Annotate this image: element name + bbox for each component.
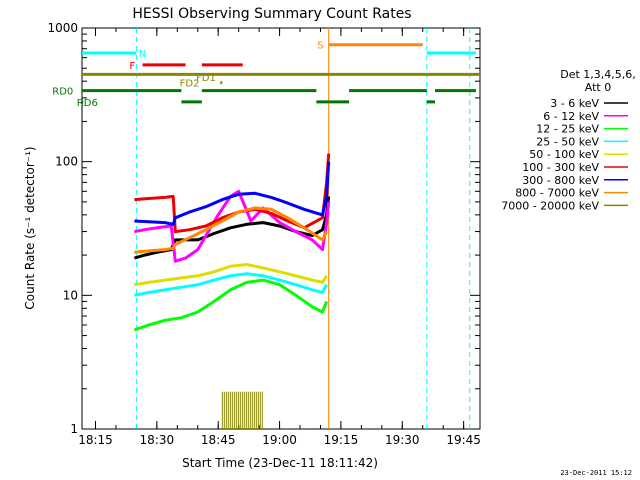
series-line-6 (134, 161, 331, 226)
chart-title: HESSI Observing Summary Count Rates (132, 6, 411, 22)
flag-label-7: RD6 (77, 98, 98, 109)
series-line-2 (133, 278, 328, 332)
x-tick-label-3: 19:00 (262, 433, 297, 447)
legend-header-1: Att 0 (585, 81, 611, 94)
y-tick-label-3: 1000 (47, 21, 78, 35)
legend-label-3: 25 - 50 keV (536, 135, 599, 148)
footer-timestamp: 23-Dec-2011 15:12 (560, 469, 632, 477)
series-line-4 (134, 263, 328, 287)
x-tick-label-2: 18:45 (201, 433, 236, 447)
legend-label-0: 3 - 6 keV (550, 97, 599, 110)
legend-label-8: 7000 - 20000 keV (501, 199, 599, 212)
series-lines (133, 153, 331, 429)
axes: 18:15 18:30 18:45 19:00 19:15 19:30 19:45 1 10 10… (47, 21, 480, 447)
legend-label-4: 50 - 100 keV (529, 148, 599, 161)
flag-label-2: S (317, 41, 323, 52)
flag-label-4: FD1 (196, 73, 216, 84)
x-tick-label-0: 18:15 (78, 433, 113, 447)
legend-header-0: Det 1,3,4,5,6, (560, 68, 636, 81)
flag-label-1: F (129, 61, 135, 72)
vertical-markers (135, 28, 471, 429)
y-tick-label-1: 10 (63, 288, 78, 302)
legend-label-6: 300 - 800 keV (522, 174, 599, 187)
x-tick-label-4: 19:15 (324, 433, 359, 447)
y-tick-label-0: 1 (70, 422, 78, 436)
series-line-5 (134, 153, 331, 234)
x-tick-label-1: 18:30 (140, 433, 175, 447)
flag-label-5: FD2 (180, 79, 200, 90)
legend-label-7: 800 - 7000 keV (515, 187, 599, 200)
x-axis-label: Start Time (23-Dec-11 18:11:42) (182, 456, 378, 470)
plot-frame (81, 27, 481, 430)
legend-label-2: 12 - 25 keV (536, 123, 599, 136)
series-line-7 (134, 206, 328, 254)
flag-label-0: N (139, 49, 146, 60)
x-tick-label-5: 19:30 (385, 433, 420, 447)
y-axis-label: Count Rate (s⁻¹ detector⁻¹) (23, 146, 37, 309)
y-tick-label-2: 100 (55, 155, 78, 169)
legend-label-1: 6 - 12 keV (543, 110, 599, 123)
x-tick-label-6: 19:45 (446, 433, 481, 447)
legend-label-5: 100 - 300 keV (522, 161, 599, 174)
flag-label-6: RD0 (52, 87, 73, 98)
series-line-3 (134, 272, 328, 297)
